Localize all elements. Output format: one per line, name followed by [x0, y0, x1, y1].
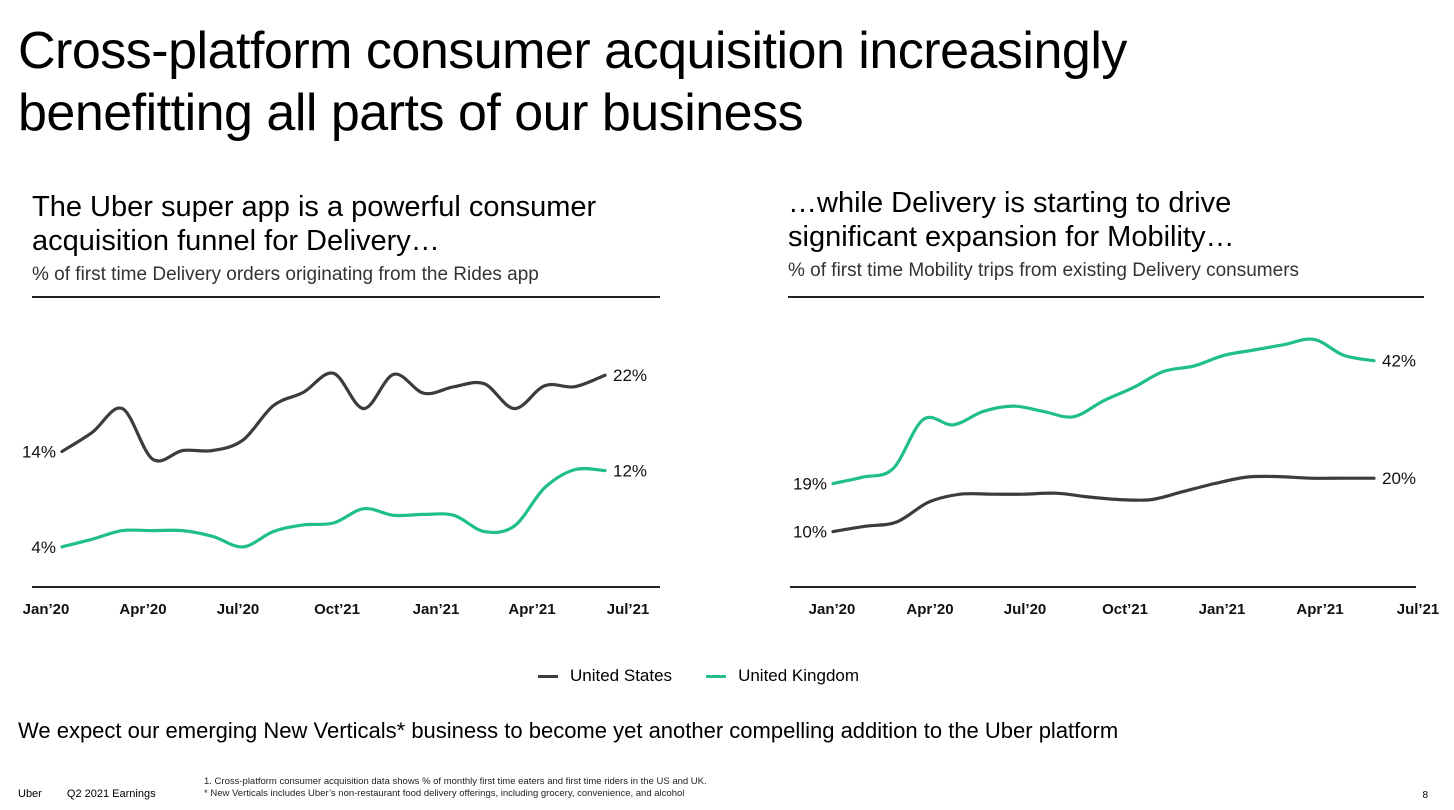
right-x-tick-label: Jul’21: [1397, 601, 1440, 618]
left-start-label-us: 14%: [22, 443, 56, 462]
left-x-tick-label: Apr’21: [508, 601, 555, 618]
right-x-tick-label: Oct’21: [1102, 601, 1148, 618]
left-start-label-uk: 4%: [31, 538, 56, 557]
left-end-label-uk: 12%: [613, 462, 647, 481]
right-chart-title: …while Delivery is starting to drive sig…: [788, 186, 1388, 254]
left-chart-header-rule: [32, 296, 660, 298]
left-x-tick-label: Oct’21: [314, 601, 360, 618]
right-line-chart: Jan’20 Apr’20 Jul’20 Oct’21 Jan’21 Apr’21 Jul’…: [790, 337, 1440, 618]
left-chart-title: The Uber super app is a powerful consume…: [32, 190, 632, 258]
legend-swatch-uk: [706, 674, 727, 678]
footer-brand: Uber: [18, 788, 42, 800]
legend: United States United Kingdom: [538, 666, 859, 686]
right-end-label-uk: 42%: [1382, 352, 1416, 371]
footer-left: Uber Q2 2021 Earnings: [18, 788, 178, 800]
footnote-1: 1. Cross-platform consumer acquisition d…: [204, 776, 707, 787]
footnote-2: * New Verticals includes Uber’s non-rest…: [204, 788, 685, 799]
left-x-tick-label: Jul’20: [217, 601, 260, 618]
right-start-label-us: 10%: [793, 523, 827, 542]
right-x-tick-label: Apr’20: [906, 601, 953, 618]
right-x-tick-label: Jan’21: [1199, 601, 1246, 618]
legend-swatch-us: [538, 674, 558, 678]
right-chart-header: …while Delivery is starting to drive sig…: [788, 186, 1388, 284]
left-chart-header: The Uber super app is a powerful consume…: [32, 190, 632, 288]
right-series-line-us: [831, 474, 1376, 534]
left-chart-subtitle: % of first time Delivery orders originat…: [32, 264, 539, 285]
left-x-tick-label: Jan’21: [413, 601, 460, 618]
right-chart-title-line2: significant expansion for Mobility…: [788, 221, 1235, 253]
slide-title-line2: benefitting all parts of our business: [18, 84, 804, 142]
slide-title-line1: Cross-platform consumer acquisition incr…: [18, 22, 1127, 80]
footer-report: Q2 2021 Earnings: [66, 788, 156, 800]
right-end-label-us: 20%: [1382, 469, 1416, 488]
right-start-label-uk: 19%: [793, 475, 827, 494]
right-chart-subtitle: % of first time Mobility trips from exis…: [788, 260, 1300, 281]
left-x-tick-label: Jul’21: [607, 601, 650, 618]
right-x-tick-label: Jan’20: [809, 601, 856, 618]
legend-label-uk: United Kingdom: [738, 666, 860, 685]
right-x-tick-label: Jul’20: [1004, 601, 1047, 618]
right-chart-title-line1: …while Delivery is starting to drive: [788, 187, 1232, 219]
legend-item-us: United States: [538, 666, 672, 686]
right-chart-header-rule: [788, 296, 1424, 298]
left-chart-title-line2: acquisition funnel for Delivery…: [32, 225, 440, 257]
left-x-tick-label: Jan’20: [23, 601, 70, 618]
left-chart-title-line1: The Uber super app is a powerful consume…: [32, 191, 597, 223]
left-line-chart: Jan’20 Apr’20 Jul’20 Oct’21 Jan’21 Apr’21 Jul’…: [22, 366, 660, 618]
legend-item-uk: United Kingdom: [706, 666, 859, 686]
left-x-tick-label: Apr’20: [119, 601, 166, 618]
right-series-line-uk: [831, 337, 1376, 486]
left-series-line-uk: [60, 466, 607, 549]
bottom-statement: We expect our emerging New Verticals* bu…: [18, 718, 1119, 743]
left-end-label-us: 22%: [613, 366, 647, 385]
left-series-line-us: [60, 371, 607, 463]
slide-title: Cross-platform consumer acquisition incr…: [18, 20, 1418, 144]
footnotes: 1. Cross-platform consumer acquisition d…: [204, 776, 707, 800]
page-number: 8: [1422, 790, 1428, 801]
right-x-tick-label: Apr’21: [1296, 601, 1343, 618]
legend-label-us: United States: [570, 666, 673, 685]
